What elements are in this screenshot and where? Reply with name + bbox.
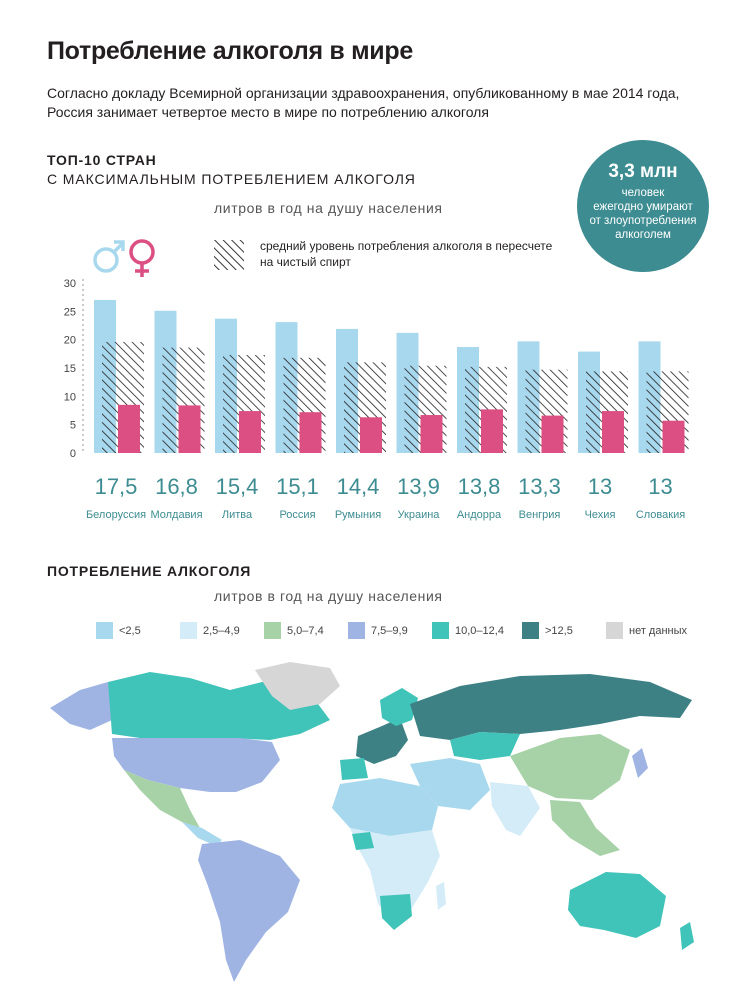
y-tick-label: 5 (70, 420, 76, 432)
bar-female (360, 417, 382, 453)
world-map (50, 662, 694, 982)
category-label: Украина (398, 509, 441, 521)
map-region-iberia (340, 758, 368, 780)
deaths-callout: 3,3 млн человек ежегодно умирают от злоу… (577, 140, 709, 272)
map-legend: <2,5 2,5–4,9 5,0–7,4 7,5–9,9 10,0–12,4 >12,5 н… (96, 622, 696, 642)
category-label: Андорра (457, 509, 502, 521)
y-axis: 0 5 10 15 20 25 30 (64, 278, 84, 460)
map-region-kazakhstan (450, 732, 520, 760)
top10-heading: ТОП-10 СТРАН (47, 152, 157, 168)
map-region-southeast-asia (550, 800, 620, 856)
category-label: Россия (279, 509, 315, 521)
map-legend-label: <2,5 (119, 625, 141, 637)
category-label: Словакия (636, 509, 685, 521)
map-region-madagascar (436, 882, 446, 910)
map-region-sub-saharan-africa (350, 828, 440, 922)
map-region-scandinavia (380, 688, 418, 726)
map-region-central-america (182, 822, 222, 846)
value-label: 15,1 (276, 474, 319, 499)
value-label: 13,3 (518, 474, 561, 499)
map-region-india (490, 782, 540, 836)
map-region-japan-korea (632, 748, 648, 778)
category-label: Молдавия (150, 509, 202, 521)
value-label: 13,8 (458, 474, 501, 499)
y-tick-label: 15 (64, 363, 76, 375)
bars (94, 300, 689, 453)
bar-female (239, 411, 261, 453)
category-label: Литва (222, 509, 253, 521)
map-region-middle-east (410, 758, 490, 810)
callout-line-3: от злоупотребления (589, 215, 697, 227)
map-region-greenland (255, 662, 340, 710)
map-region-australia (568, 872, 666, 938)
category-label: Белоруссия (86, 509, 146, 521)
callout-number: 3,3 млн (608, 161, 678, 182)
y-tick-label: 25 (64, 306, 76, 318)
map-legend-label: 2,5–4,9 (203, 625, 240, 637)
map-legend-swatch (522, 622, 539, 639)
map-region-russia (410, 674, 692, 740)
male-icon (93, 240, 125, 273)
map-legend-label: 5,0–7,4 (287, 625, 324, 637)
page-subtitle: Согласно докладу Всемирной организации з… (47, 85, 680, 120)
map-region-usa (112, 738, 280, 792)
hatch-legend-swatch (214, 240, 244, 270)
map-region-western-europe (356, 718, 408, 764)
y-tick-label: 10 (64, 391, 76, 403)
page-title: Потребление алкоголя в мире (47, 37, 413, 65)
category-labels: 17,5 Белоруссия 16,8 Молдавия 15,4 Литва 15,1 Р… (86, 474, 685, 521)
value-label: 13 (588, 474, 612, 499)
y-tick-label: 20 (64, 335, 76, 347)
map-region-north-africa (332, 778, 438, 836)
top10-units: литров в год на душу населения (214, 200, 443, 216)
map-heading: ПОТРЕБЛЕНИЕ АЛКОГОЛЯ (47, 563, 252, 579)
map-region-new-zealand (680, 922, 694, 950)
map-region-southern-africa (380, 894, 412, 930)
map-legend-label: >12,5 (545, 625, 573, 637)
map-region-alaska (50, 682, 112, 730)
bar-female (602, 411, 624, 453)
map-legend-label: 10,0–12,4 (455, 625, 504, 637)
map-legend-swatch (432, 622, 449, 639)
map-region-nigeria (352, 832, 374, 850)
category-label: Румыния (335, 509, 381, 521)
map-region-mexico (124, 770, 200, 828)
bar-female (299, 412, 322, 453)
callout-line-2: ежегодно умирают (593, 201, 693, 213)
map-legend-swatch (606, 622, 623, 639)
value-label: 14,4 (337, 474, 380, 499)
gender-symbols (93, 239, 155, 277)
y-tick-label: 30 (64, 278, 76, 290)
category-label: Венгрия (519, 509, 561, 521)
category-label: Чехия (585, 509, 616, 521)
top10-subheading: С МАКСИМАЛЬНЫМ ПОТРЕБЛЕНИЕМ АЛКОГОЛЯ (47, 171, 416, 187)
map-legend-swatch (348, 622, 365, 639)
bar-female (541, 415, 564, 453)
map-legend-label: нет данных (629, 625, 688, 637)
map-units: литров в год на душу населения (214, 588, 443, 604)
bar-female (481, 409, 503, 453)
female-icon (129, 239, 155, 277)
bar-female (662, 420, 685, 453)
callout-line-4: алкоголем (615, 229, 671, 241)
callout-line-1: человек (621, 187, 665, 199)
y-tick-label: 0 (70, 448, 76, 460)
map-legend-swatch (264, 622, 281, 639)
value-label: 17,5 (95, 474, 138, 499)
map-legend-swatch (96, 622, 113, 639)
bar-female (178, 405, 201, 453)
value-label: 15,4 (216, 474, 259, 499)
hatch-legend-label: средний уровень потребления алкоголя в п… (260, 239, 553, 269)
value-label: 13 (648, 474, 672, 499)
map-region-south-america (198, 840, 300, 982)
map-region-china (510, 734, 630, 800)
value-label: 16,8 (155, 474, 198, 499)
map-legend-label: 7,5–9,9 (371, 625, 408, 637)
map-legend-swatch (180, 622, 197, 639)
bar-female (420, 415, 443, 453)
value-label: 13,9 (397, 474, 440, 499)
bar-female (118, 404, 140, 453)
